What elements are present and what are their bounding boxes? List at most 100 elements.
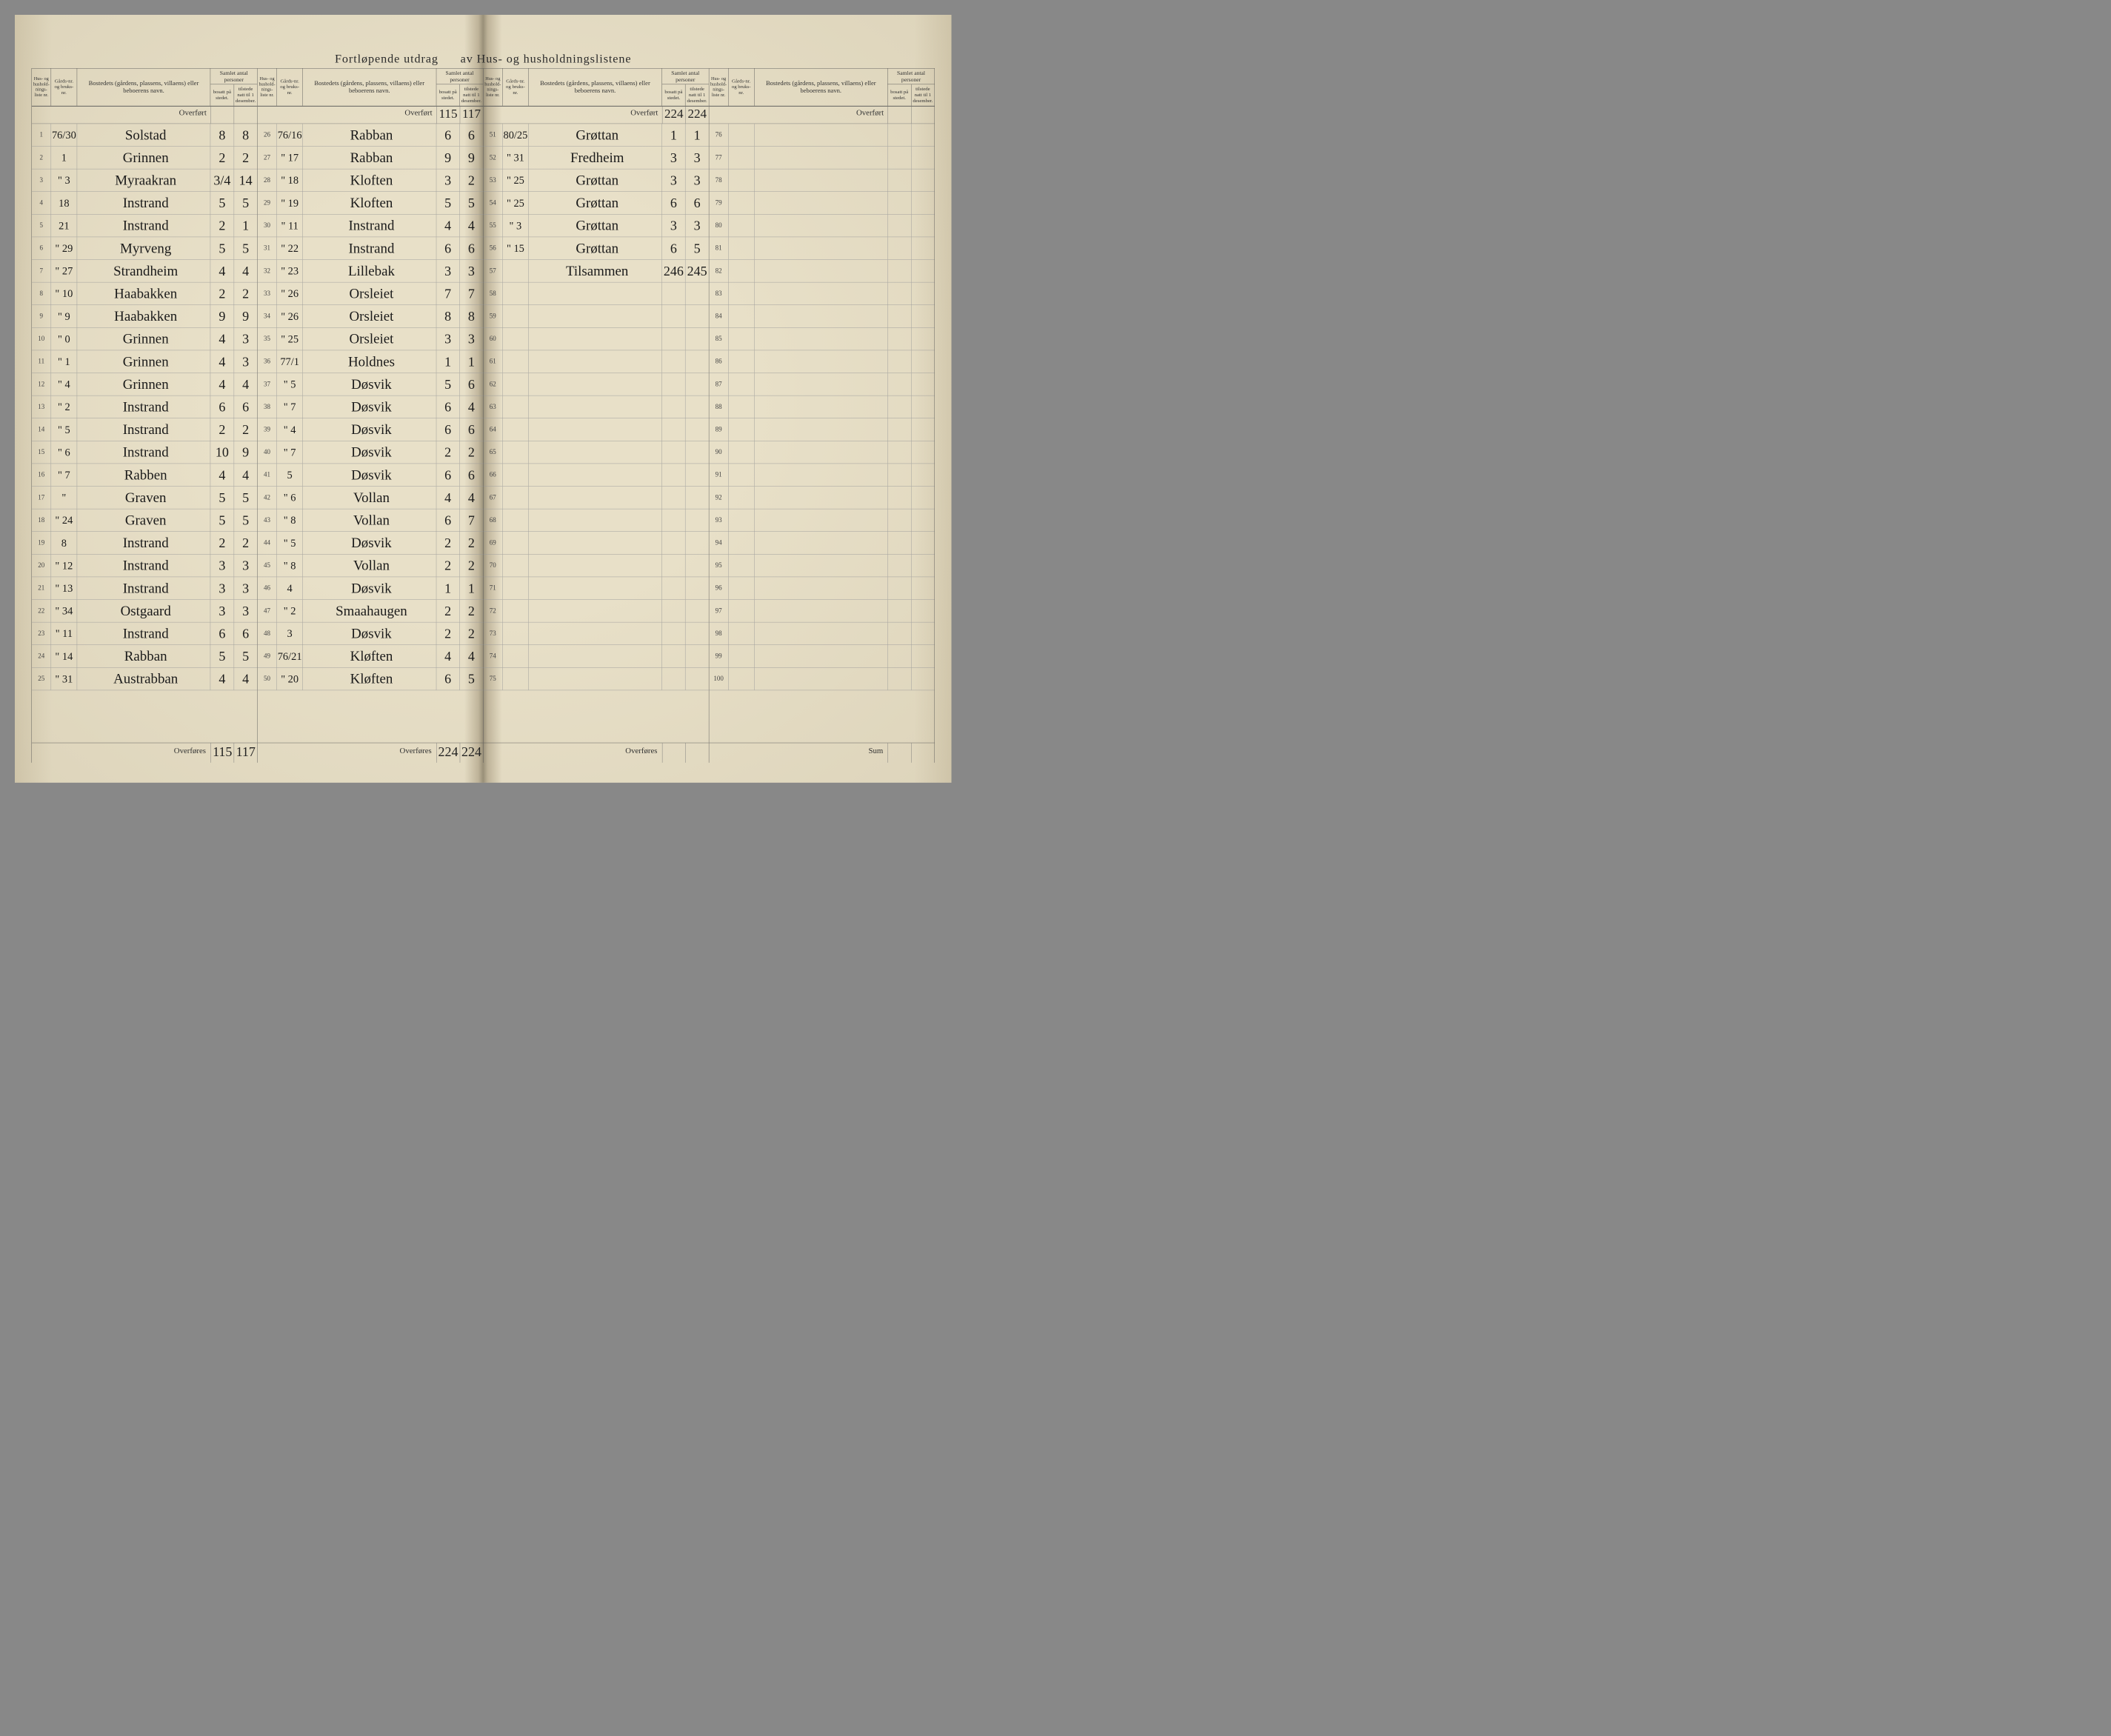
cell-liste-nr: 2 xyxy=(32,147,51,169)
cell-personer: 65 xyxy=(662,237,709,259)
cell-liste-nr: 99 xyxy=(709,645,728,667)
cell-bosted-name: Grøttan xyxy=(529,215,662,237)
cell-gard-nr: " 10 xyxy=(51,282,77,304)
cell-liste-nr: 29 xyxy=(258,192,277,214)
cell-bosatt: 4 xyxy=(210,328,234,350)
cell-bosatt: 1 xyxy=(662,124,686,146)
table-row: 78 xyxy=(709,169,934,192)
cell-gard-nr xyxy=(728,395,754,418)
cell-bosted-name xyxy=(754,395,887,418)
cell-personer: 55 xyxy=(210,487,257,509)
cell-gard-nr xyxy=(728,532,754,554)
cell-gard-nr: " 5 xyxy=(277,373,303,395)
cell-personer: 3/414 xyxy=(210,169,257,191)
cell-gard-nr: " 29 xyxy=(51,237,77,259)
cell-liste-nr: 53 xyxy=(483,169,502,191)
cell-tilstede: 2 xyxy=(460,169,483,191)
cell-personer xyxy=(888,418,935,441)
cell-liste-nr: 52 xyxy=(483,147,502,169)
cell-bosted-name xyxy=(754,464,887,486)
cell-bosted-name xyxy=(529,441,662,464)
cell-liste-nr: 47 xyxy=(258,600,277,622)
cell-gard-nr: " 13 xyxy=(51,577,77,599)
cell-liste-nr: 90 xyxy=(709,441,728,464)
cell-gard-nr: " 31 xyxy=(51,668,77,690)
cell-personer xyxy=(888,509,935,531)
cell-bosatt xyxy=(888,395,912,418)
cell-personer: 55 xyxy=(210,237,257,259)
cell-tilstede: 1 xyxy=(460,350,483,373)
cell-liste-nr: 66 xyxy=(483,464,502,486)
cell-gard-nr: " 26 xyxy=(277,305,303,327)
cell-gard-nr: " 26 xyxy=(277,282,303,304)
table-row: 34" 26Orsleiet88 xyxy=(258,305,483,328)
cell-gard-nr: " 6 xyxy=(51,441,77,464)
cell-gard-nr: " 7 xyxy=(277,441,303,464)
cell-bosted-name: Graven xyxy=(77,487,210,509)
cell-tilstede: 3 xyxy=(234,350,257,373)
cell-tilstede: 1 xyxy=(686,124,709,146)
cell-gard-nr: " 1 xyxy=(51,350,77,373)
cell-gard-nr xyxy=(728,124,754,146)
cell-tilstede: 4 xyxy=(460,487,483,509)
cell-bosted-name: Instrand xyxy=(77,395,210,418)
table-row: 94 xyxy=(709,532,934,555)
carry-top: Overført115117 xyxy=(258,107,483,124)
cell-personer: 21 xyxy=(210,215,257,237)
cell-bosatt xyxy=(662,282,686,304)
cell-gard-nr xyxy=(728,215,754,237)
cell-personer: 33 xyxy=(436,328,483,350)
table-row: 17"Graven55 xyxy=(32,487,257,510)
cell-personer xyxy=(662,328,709,350)
table-row: 30" 11Instrand44 xyxy=(258,215,483,238)
carry-bottom-bosatt xyxy=(888,743,912,763)
table-row: 12" 4Grinnen44 xyxy=(32,373,257,396)
cell-bosatt: 1 xyxy=(436,577,460,599)
cell-bosted-name: Haabakken xyxy=(77,282,210,304)
cell-liste-nr: 65 xyxy=(483,441,502,464)
cell-bosted-name: Orsleiet xyxy=(303,305,436,327)
cell-bosted-name: Kloften xyxy=(303,192,436,214)
cell-bosatt: 3/4 xyxy=(210,169,234,191)
cell-personer: 66 xyxy=(662,192,709,214)
header-personer-top: Samlet antal personer xyxy=(662,68,709,84)
cell-bosatt xyxy=(888,622,912,644)
cell-bosatt: 2 xyxy=(436,532,460,554)
cell-bosted-name xyxy=(529,305,662,327)
cell-tilstede xyxy=(911,373,934,395)
cell-bosatt xyxy=(662,532,686,554)
cell-bosted-name: Fredheim xyxy=(529,147,662,169)
cell-tilstede xyxy=(686,395,709,418)
cell-personer: 44 xyxy=(210,464,257,486)
cell-tilstede: 4 xyxy=(460,645,483,667)
cell-tilstede xyxy=(911,282,934,304)
cell-tilstede: 2 xyxy=(460,600,483,622)
cell-bosted-name: Vollan xyxy=(303,487,436,509)
cell-gard-nr: " 19 xyxy=(277,192,303,214)
cell-tilstede: 5 xyxy=(234,509,257,531)
cell-bosatt: 6 xyxy=(436,509,460,531)
cell-personer xyxy=(888,645,935,667)
cell-personer xyxy=(888,192,935,214)
table-row: 14" 5Instrand22 xyxy=(32,418,257,441)
table-row: 44" 5Døsvik22 xyxy=(258,532,483,555)
cell-tilstede xyxy=(911,668,934,690)
cell-liste-nr: 98 xyxy=(709,622,728,644)
cell-bosted-name: Holdnes xyxy=(303,350,436,373)
cell-tilstede: 9 xyxy=(234,305,257,327)
table-row: 92 xyxy=(709,487,934,510)
header-personer-top: Samlet antal personer xyxy=(436,68,483,84)
cell-tilstede: 3 xyxy=(234,600,257,622)
cell-gard-nr: 76/16 xyxy=(277,124,303,146)
cell-personer xyxy=(662,509,709,531)
cell-bosatt: 8 xyxy=(436,305,460,327)
cell-tilstede: 4 xyxy=(460,395,483,418)
cell-bosted-name: Døsvik xyxy=(303,441,436,464)
table-row: 53" 25Grøttan33 xyxy=(483,169,708,192)
header-personer-top: Samlet antal personer xyxy=(888,68,935,84)
cell-personer xyxy=(662,350,709,373)
cell-gard-nr: " 5 xyxy=(51,418,77,441)
cell-gard-nr xyxy=(728,600,754,622)
cell-gard-nr xyxy=(503,600,529,622)
cell-gard-nr: " 2 xyxy=(277,600,303,622)
